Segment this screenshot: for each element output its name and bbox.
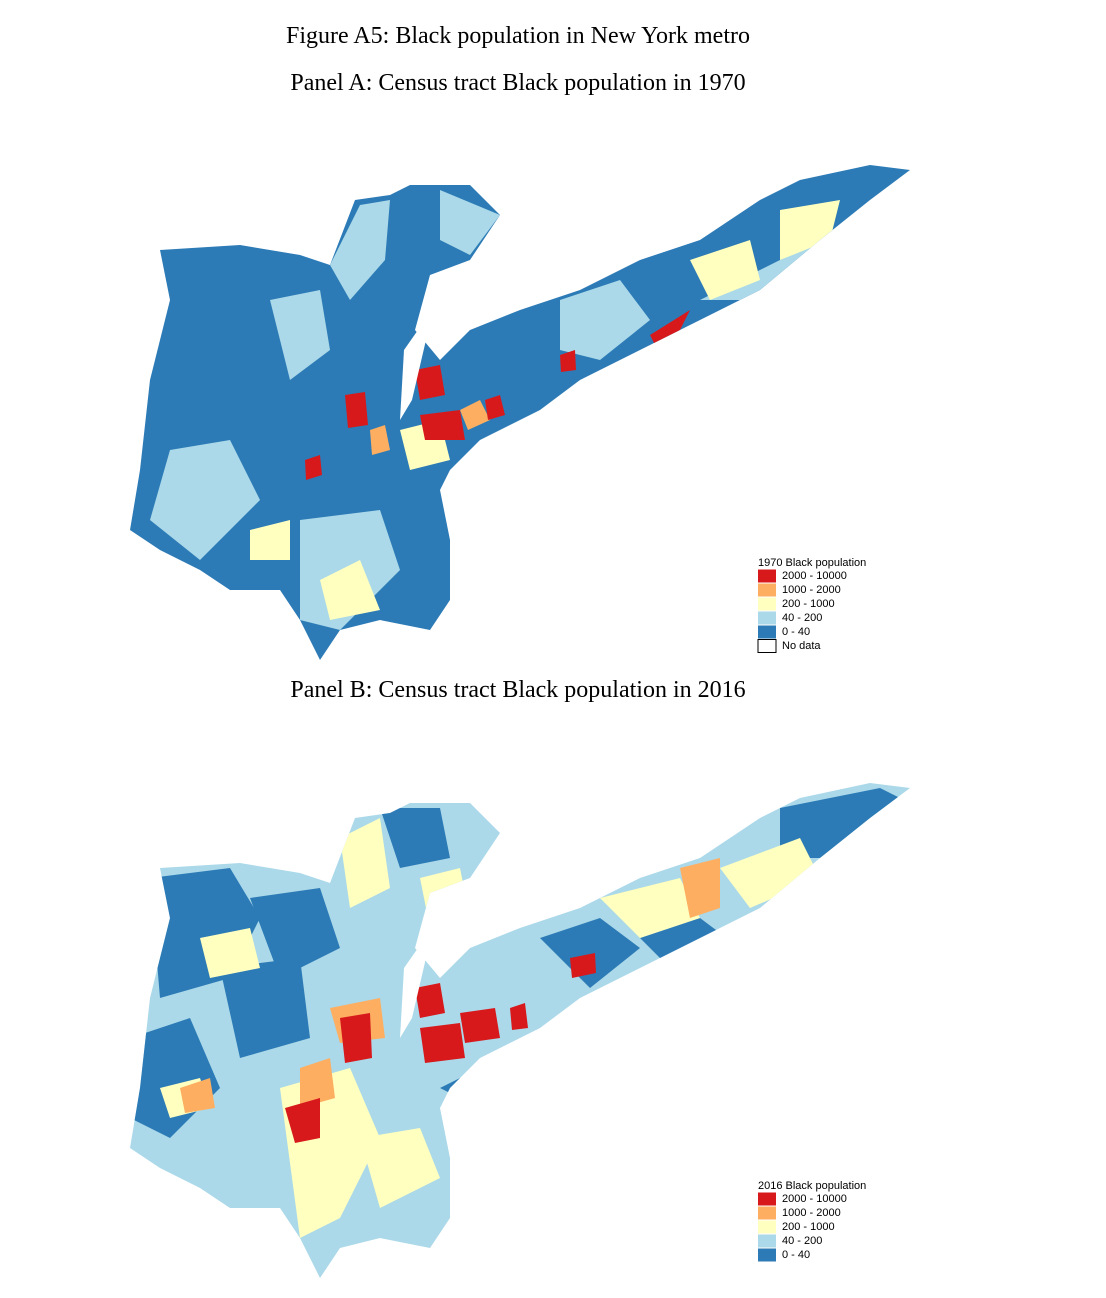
legend-swatch <box>758 611 776 625</box>
panel-title: Panel B: Census tract Black population i… <box>290 677 745 703</box>
legend-swatch <box>758 1220 776 1234</box>
legend-label: 2000 - 10000 <box>782 570 847 582</box>
legend-swatch <box>757 639 777 653</box>
legend-swatch <box>758 1248 776 1262</box>
legend-title: 2016 Black population <box>758 1180 866 1192</box>
panel-title: Panel A: Census tract Black population i… <box>290 70 745 96</box>
legend-label: 40 - 200 <box>782 1235 822 1247</box>
legend-swatch <box>758 569 776 583</box>
legend-label: 2000 - 10000 <box>782 1193 847 1205</box>
legend-label: 0 - 40 <box>782 626 810 638</box>
legend-label: 0 - 40 <box>782 1249 810 1261</box>
legend-swatch <box>758 597 776 611</box>
legend-label: 1000 - 2000 <box>782 584 841 596</box>
figure-title: Figure A5: Black population in New York … <box>286 23 750 49</box>
legend-label: 40 - 200 <box>782 612 822 624</box>
legend-label: No data <box>782 640 821 652</box>
legend-swatch <box>758 583 776 597</box>
legend-title: 1970 Black population <box>758 557 866 569</box>
legend-swatch <box>758 1234 776 1248</box>
legend-label: 1000 - 2000 <box>782 1207 841 1219</box>
legend-label: 200 - 1000 <box>782 1221 835 1233</box>
legend-label: 200 - 1000 <box>782 598 835 610</box>
legend-swatch <box>758 625 776 639</box>
legend-swatch <box>758 1192 776 1206</box>
legend-swatch <box>758 1206 776 1220</box>
